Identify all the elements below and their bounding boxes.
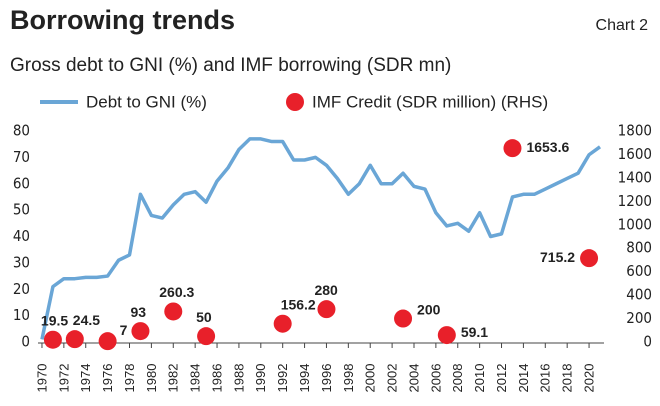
- imf-dot: [273, 314, 292, 333]
- data-label: 7: [120, 322, 128, 338]
- y-tick-label: 30: [13, 253, 30, 271]
- imf-dot: [580, 249, 599, 268]
- y2-tick-label: 200: [626, 309, 652, 327]
- imf-dot: [394, 309, 413, 328]
- chart-tag: Chart 2: [596, 17, 649, 34]
- imf-dot: [317, 300, 336, 319]
- y-tick-label: 40: [13, 227, 30, 245]
- legend-label: IMF Credit (SDR million) (RHS): [312, 92, 548, 111]
- imf-dot: [503, 139, 522, 158]
- data-label: 260.3: [159, 284, 194, 300]
- data-label: 280: [314, 282, 338, 298]
- x-tick-label: 1980: [144, 364, 159, 393]
- data-label: 59.1: [461, 324, 488, 340]
- y2-tick-label: 1800: [618, 122, 652, 140]
- data-label: 715.2: [540, 249, 575, 265]
- y2-tick-label: 600: [626, 262, 652, 280]
- y-tick-label: 0: [21, 333, 30, 351]
- x-tick-label: 2014: [516, 364, 531, 393]
- y2-tick-label: 1000: [618, 215, 652, 233]
- data-label: 24.5: [73, 312, 100, 328]
- x-tick-label: 1986: [209, 364, 224, 393]
- imf-dot: [164, 302, 183, 321]
- data-label: 19.5: [41, 312, 68, 328]
- legend-label: Debt to GNI (%): [86, 92, 207, 111]
- x-tick-label: 2016: [538, 364, 553, 393]
- y2-tick-label: 1400: [618, 168, 652, 186]
- y-tick-label: 60: [13, 174, 30, 192]
- debt-line: [40, 137, 602, 340]
- y2-tick-label: 800: [626, 239, 652, 257]
- x-tick-label: 1974: [78, 364, 93, 393]
- legend-dot: [286, 93, 304, 111]
- chart-subtitle: Gross debt to GNI (%) and IMF borrowing …: [10, 55, 451, 76]
- x-tick-label: 2018: [560, 364, 575, 393]
- x-tick-label: 1972: [56, 364, 71, 393]
- x-tick-label: 2000: [363, 364, 378, 393]
- y2-tick-label: 0: [643, 333, 652, 351]
- x-tick-label: 1994: [297, 364, 312, 393]
- y-tick-label: 80: [13, 122, 30, 140]
- y-tick-label: 10: [13, 306, 30, 324]
- x-tick-label: 1970: [34, 364, 49, 393]
- x-tick-label: 2004: [406, 364, 421, 393]
- x-tick-label: 2002: [385, 364, 400, 393]
- imf-dot: [437, 326, 456, 345]
- x-tick-label: 1978: [122, 364, 137, 393]
- y2-tick-label: 1600: [618, 145, 652, 163]
- data-label: 50: [196, 309, 212, 325]
- y-tick-label: 70: [13, 148, 30, 166]
- imf-dot: [197, 327, 216, 346]
- y2-tick-label: 400: [626, 286, 652, 304]
- imf-dot: [98, 332, 117, 351]
- x-tick-label: 1998: [341, 364, 356, 393]
- x-tick-label: 1996: [319, 364, 334, 393]
- x-tick-label: 1990: [253, 364, 268, 393]
- x-tick-label: 2020: [581, 364, 596, 393]
- y2-tick-label: 1200: [618, 192, 652, 210]
- x-tick-label: 1982: [166, 364, 181, 393]
- data-label: 156.2: [281, 296, 316, 312]
- data-label: 200: [417, 301, 441, 317]
- data-label: 93: [130, 304, 146, 320]
- data-label: 1653.6: [526, 139, 569, 155]
- imf-dot: [65, 330, 84, 349]
- y-tick-label: 50: [13, 201, 30, 219]
- x-tick-label: 1976: [100, 364, 115, 393]
- x-tick-label: 2008: [450, 364, 465, 393]
- imf-dot: [131, 322, 150, 341]
- x-tick-label: 1988: [231, 364, 246, 393]
- x-tick-label: 2006: [428, 364, 443, 393]
- y-tick-label: 20: [13, 280, 30, 298]
- x-tick-label: 1984: [188, 364, 203, 393]
- chart-title: Borrowing trends: [10, 5, 235, 35]
- x-tick-label: 1992: [275, 364, 290, 393]
- x-tick-label: 2012: [494, 364, 509, 393]
- x-tick-label: 2010: [472, 364, 487, 393]
- imf-dot: [43, 330, 62, 349]
